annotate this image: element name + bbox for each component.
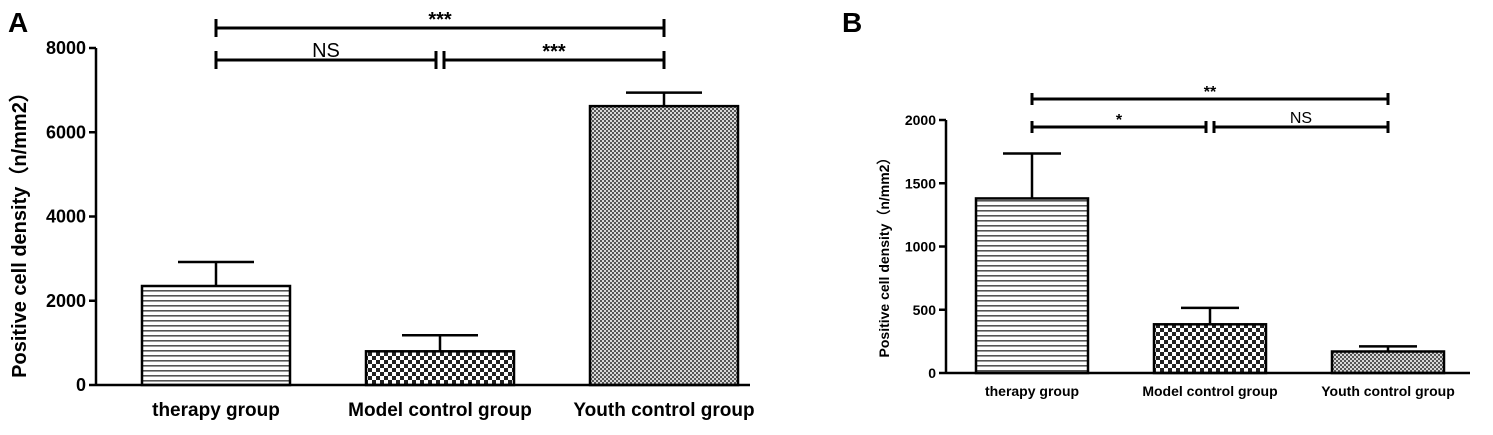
panel-a-category-label: Model control group xyxy=(348,400,532,421)
panel-a-significance-label: *** xyxy=(542,41,566,63)
panel-a-label: A xyxy=(8,7,28,38)
panel-a-bar xyxy=(364,350,516,387)
panel-b-significance-label: NS xyxy=(1290,110,1312,127)
panel-a-bar xyxy=(588,104,740,387)
panel-b-y-axis-label: Positive cell density（n/mm2） xyxy=(876,151,892,358)
panel-a-y-tick-label: 6000 xyxy=(46,122,86,142)
panel-b-bar xyxy=(974,197,1090,375)
panel-b-category-label: Model control group xyxy=(1142,383,1277,399)
panel-b-label: B xyxy=(842,7,862,38)
panel-b-category-label: Youth control group xyxy=(1321,383,1455,399)
panel-a-significance-label: NS xyxy=(312,40,340,62)
panel-b-y-tick-label: 0 xyxy=(928,365,936,381)
panel-b-significance-label: ** xyxy=(1204,84,1217,101)
panel-b: B Positive cell density（n/mm2） 0 500 1000 1… xyxy=(842,7,1470,399)
panel-a-y-tick-label: 4000 xyxy=(46,207,86,227)
panel-b-y-tick-label: 1500 xyxy=(905,175,936,191)
panel-b-y-tick-label: 2000 xyxy=(905,112,936,128)
panel-a-category-label: Youth control group xyxy=(573,400,754,421)
panel-a-y-tick-label: 8000 xyxy=(46,38,86,58)
panel-b-y-tick-label: 500 xyxy=(913,302,937,318)
panel-a-significance-label: *** xyxy=(428,9,452,31)
panel-b-category-label: therapy group xyxy=(985,383,1079,399)
panel-a-bar xyxy=(140,284,292,387)
panel-a-y-tick-label: 0 xyxy=(76,375,86,395)
panel-b-plot: 0 500 1000 1500 2000 therapy group Model contr… xyxy=(905,84,1470,399)
panel-b-bar xyxy=(1152,323,1268,375)
panel-a-plot: 0 2000 4000 6000 8000 therapy group Model cont… xyxy=(46,9,755,421)
panel-a: A Positive cell density（n/mm2） 0 2000 4000… xyxy=(8,7,755,421)
panel-a-y-axis-label: Positive cell density（n/mm2） xyxy=(8,82,31,378)
panel-b-significance-label: * xyxy=(1116,112,1123,129)
panel-b-bar xyxy=(1330,350,1446,375)
panel-a-category-label: therapy group xyxy=(152,400,280,421)
panel-a-y-tick-label: 2000 xyxy=(46,291,86,311)
panel-b-y-tick-label: 1000 xyxy=(905,239,936,255)
